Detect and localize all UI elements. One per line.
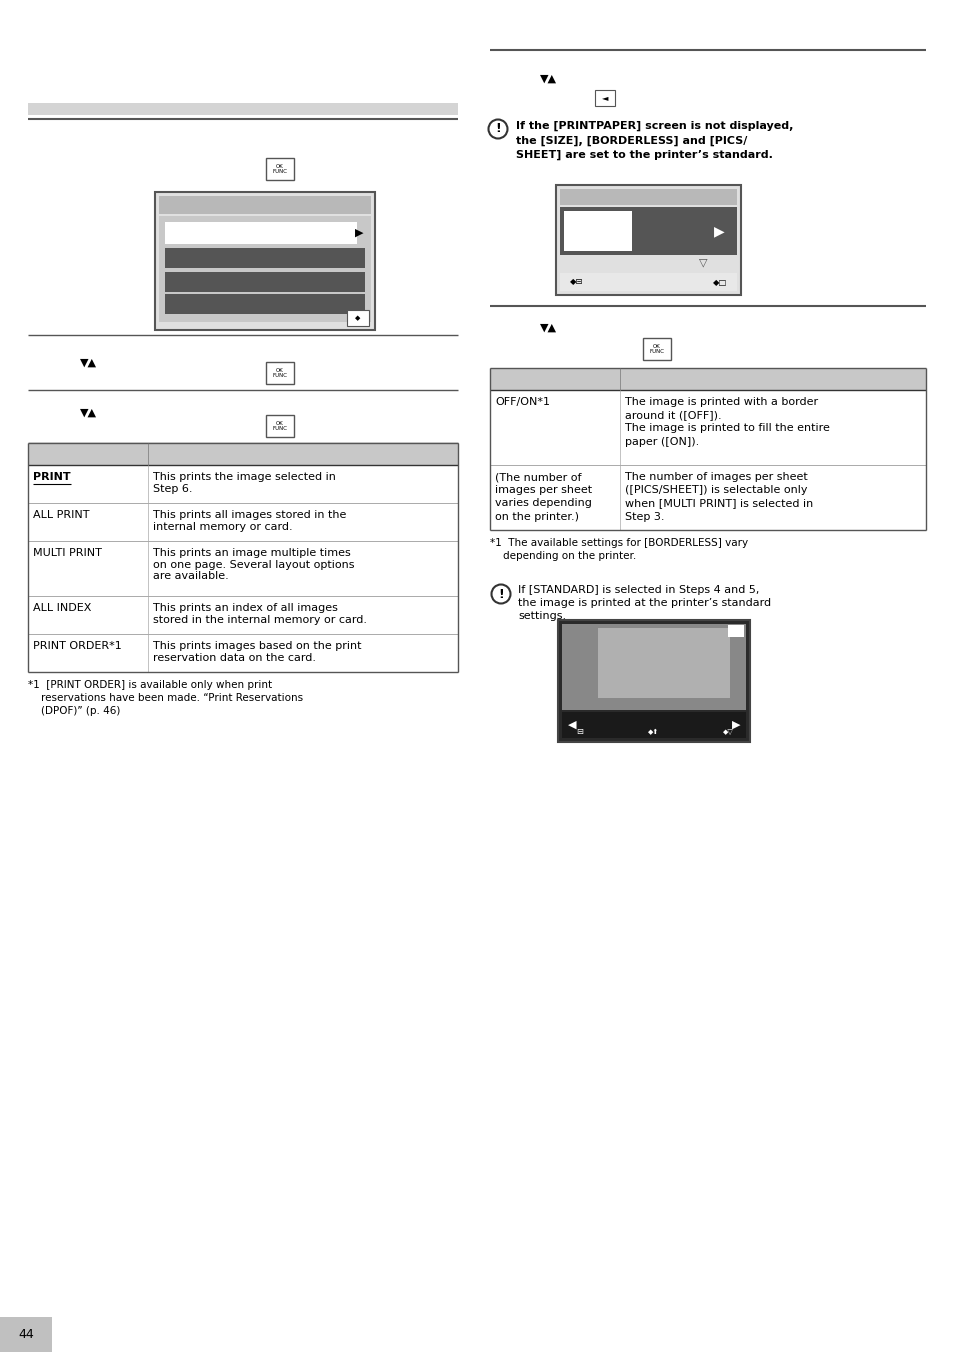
Text: OK
FUNC: OK FUNC <box>273 421 287 432</box>
Text: ◆□: ◆□ <box>712 277 726 286</box>
Text: ▽: ▽ <box>698 256 706 267</box>
Text: *1  [PRINT ORDER] is available only when print
    reservations have been made. : *1 [PRINT ORDER] is available only when … <box>28 680 303 716</box>
Bar <box>0 1318 52 1352</box>
Text: MULTI PRINT: MULTI PRINT <box>33 548 102 558</box>
Bar <box>559 189 737 205</box>
Text: The image is printed with a border
around it ([OFF]).
The image is printed to fi: The image is printed with a border aroun… <box>624 398 829 446</box>
Bar <box>266 157 294 180</box>
Text: *1  The available settings for [BORDERLESS] vary
    depending on the printer.: *1 The available settings for [BORDERLES… <box>490 537 747 562</box>
Text: !: ! <box>497 588 503 601</box>
Text: PRINT ORDER*1: PRINT ORDER*1 <box>33 641 122 651</box>
Bar <box>28 103 457 115</box>
Text: This prints an image multiple times
on one page. Several layout options
are avai: This prints an image multiple times on o… <box>152 548 355 581</box>
Bar <box>556 185 740 294</box>
Text: If [STANDARD] is selected in Steps 4 and 5,
the image is printed at the printer’: If [STANDARD] is selected in Steps 4 and… <box>517 585 770 622</box>
Bar <box>595 90 615 106</box>
Bar <box>563 210 631 251</box>
Text: The number of images per sheet
([PICS/SHEET]) is selectable only
when [MULTI PRI: The number of images per sheet ([PICS/SH… <box>624 472 812 521</box>
Bar <box>159 195 371 214</box>
Text: ⊟: ⊟ <box>576 727 583 737</box>
Text: ▼▲: ▼▲ <box>80 408 97 418</box>
Bar <box>266 362 294 384</box>
Text: PRINT: PRINT <box>33 472 71 482</box>
Bar <box>154 191 375 330</box>
Text: ▶: ▶ <box>355 228 363 237</box>
Bar <box>28 442 457 465</box>
Text: ◀: ◀ <box>567 721 576 730</box>
Text: ▼▲: ▼▲ <box>539 323 557 332</box>
Bar <box>561 624 745 710</box>
Bar <box>598 628 729 697</box>
Text: ◆: ◆ <box>355 315 360 322</box>
Text: !: ! <box>495 122 500 136</box>
Text: This prints images based on the print
reservation data on the card.: This prints images based on the print re… <box>152 641 361 662</box>
Text: ▼▲: ▼▲ <box>539 75 557 84</box>
Bar <box>642 338 670 360</box>
Bar <box>165 294 365 313</box>
Bar <box>559 208 737 255</box>
Text: (The number of
images per sheet
varies depending
on the printer.): (The number of images per sheet varies d… <box>495 472 592 521</box>
Text: ALL PRINT: ALL PRINT <box>33 510 90 520</box>
Circle shape <box>491 585 510 604</box>
Bar <box>727 626 743 636</box>
Bar <box>159 216 371 322</box>
Text: ALL INDEX: ALL INDEX <box>33 603 91 613</box>
Text: OFF/ON*1: OFF/ON*1 <box>495 398 550 407</box>
Text: This prints all images stored in the
internal memory or card.: This prints all images stored in the int… <box>152 510 346 532</box>
Text: ▼▲: ▼▲ <box>80 358 97 368</box>
Text: ▶: ▶ <box>713 224 723 237</box>
Text: ◆⬆: ◆⬆ <box>648 729 659 735</box>
Text: This prints an index of all images
stored in the internal memory or card.: This prints an index of all images store… <box>152 603 367 624</box>
Text: ◆⊟: ◆⊟ <box>569 277 583 286</box>
Text: OK
FUNC: OK FUNC <box>649 343 664 354</box>
Bar <box>347 309 369 326</box>
Circle shape <box>488 119 507 138</box>
Text: ◄: ◄ <box>601 94 608 103</box>
Text: This prints the image selected in
Step 6.: This prints the image selected in Step 6… <box>152 472 335 494</box>
Text: OK
FUNC: OK FUNC <box>273 368 287 379</box>
Text: If the [PRINTPAPER] screen is not displayed,
the [SIZE], [BORDERLESS] and [PICS/: If the [PRINTPAPER] screen is not displa… <box>516 121 793 160</box>
Bar <box>561 712 745 738</box>
Bar <box>165 271 365 292</box>
Bar <box>559 273 737 290</box>
Bar <box>165 223 356 244</box>
Text: 44: 44 <box>18 1327 34 1341</box>
Text: ▶: ▶ <box>731 721 740 730</box>
Bar <box>165 248 365 267</box>
Text: ◆▽: ◆▽ <box>721 729 733 735</box>
Bar <box>490 368 925 389</box>
Bar <box>266 415 294 437</box>
Text: OK
FUNC: OK FUNC <box>273 164 287 174</box>
Bar <box>558 620 749 742</box>
